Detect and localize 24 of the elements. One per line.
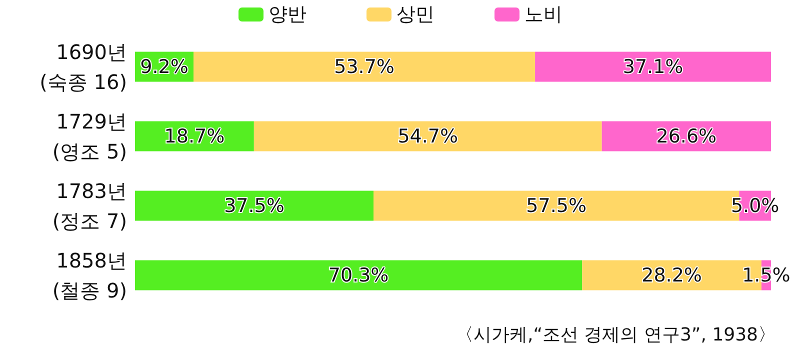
y-tick-label: 1729년 (영조 5)	[52, 109, 127, 164]
data-label: 9.2%	[140, 56, 188, 78]
bar	[135, 190, 374, 221]
data-label: 57.5%	[526, 194, 587, 217]
bar	[535, 52, 771, 82]
data-label: 18.7%	[164, 125, 225, 148]
legend-label: 노비	[524, 4, 562, 26]
y-tick-label: 1858년 (철종 9)	[52, 248, 127, 302]
data-label: 53.7%	[334, 56, 394, 78]
data-label: 37.5%	[224, 194, 284, 217]
legend-label: 양반	[268, 4, 306, 26]
y-tick-label: 1690년 (숙종 16)	[40, 40, 127, 94]
text: 〈시가케,“조선 경제의 연구3”, 1938〉	[455, 324, 776, 346]
data-label: 54.7%	[398, 125, 458, 148]
y-tick-label: 1783년 (정조 7)	[52, 178, 127, 233]
legend-label: 상민	[396, 4, 434, 26]
bar	[194, 52, 536, 82]
bar	[135, 260, 582, 290]
bar	[254, 121, 602, 152]
data-label: 1.5%	[742, 264, 790, 286]
data-label: 37.1%	[622, 56, 684, 78]
data-label: 28.2%	[642, 264, 702, 286]
data-label: 70.3%	[328, 264, 389, 286]
data-label: 26.6%	[656, 125, 717, 148]
